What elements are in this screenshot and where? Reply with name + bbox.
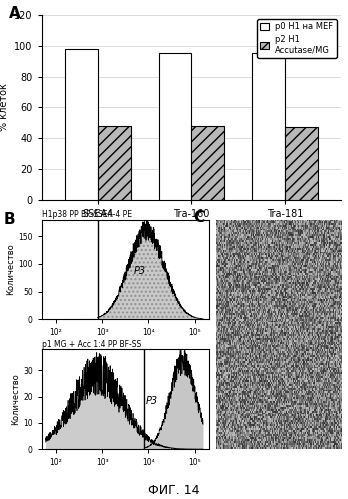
Text: H1p38 PP BF-SSEA-4 PE: H1p38 PP BF-SSEA-4 PE <box>42 210 132 219</box>
Bar <box>252 53 285 200</box>
Y-axis label: Количество: Количество <box>11 373 20 425</box>
Text: P3: P3 <box>145 396 157 406</box>
Legend: p0 H1 на MEF, p2 H1
Accutase/MG: p0 H1 на MEF, p2 H1 Accutase/MG <box>257 19 337 57</box>
Bar <box>159 53 191 200</box>
Text: C: C <box>193 211 204 226</box>
Text: p1 MG + Acc 1:4 PP BF-SS: p1 MG + Acc 1:4 PP BF-SS <box>42 339 141 348</box>
Bar <box>285 127 318 200</box>
Bar <box>98 126 130 200</box>
Y-axis label: % клеток: % клеток <box>0 83 9 131</box>
Bar <box>65 49 98 200</box>
Text: ФИГ. 14: ФИГ. 14 <box>148 484 200 497</box>
Y-axis label: Количество: Количество <box>7 244 15 295</box>
Bar <box>191 126 224 200</box>
Text: B: B <box>3 212 15 227</box>
Text: A: A <box>9 6 21 21</box>
Text: P3: P3 <box>134 266 146 276</box>
